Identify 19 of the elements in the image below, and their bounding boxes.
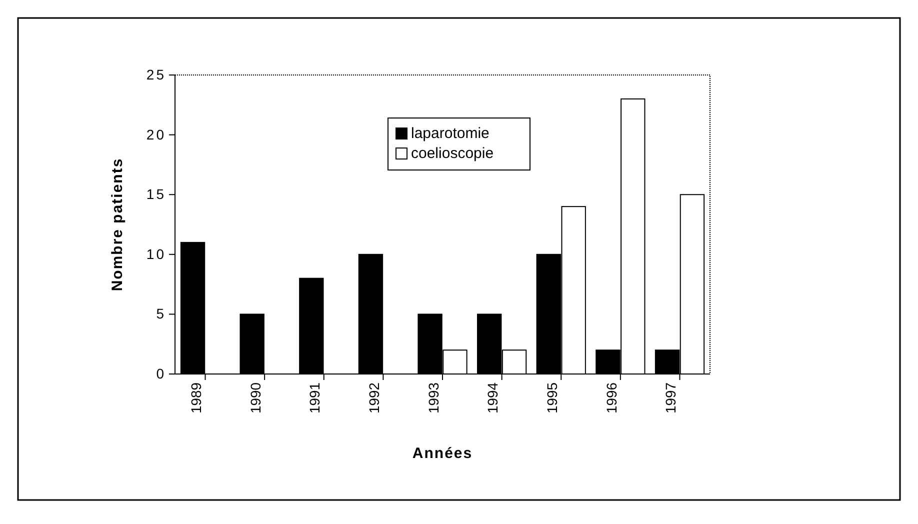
- x-tick-label: 1994: [484, 382, 501, 414]
- y-tick-label: 10: [146, 246, 166, 262]
- y-tick-label: 5: [156, 306, 166, 322]
- x-tick-label: 1996: [603, 382, 620, 414]
- y-tick-label: 25: [146, 66, 166, 82]
- legend-label: laparotomie: [411, 125, 490, 142]
- y-tick-label: 20: [146, 126, 166, 142]
- y-axis-title: Nombre patients: [109, 158, 126, 292]
- x-tick-label: 1995: [544, 382, 560, 414]
- legend-label: coelioscopie: [411, 145, 494, 162]
- x-tick-label: 1993: [425, 382, 442, 414]
- x-tick-label: 1992: [366, 382, 382, 414]
- y-tick-label: 15: [146, 186, 166, 202]
- y-tick-label: 0: [156, 365, 166, 382]
- x-tick-label: 1997: [662, 382, 679, 414]
- x-tick-label: 1991: [306, 382, 323, 414]
- x-axis-title: Années: [412, 445, 473, 462]
- x-tick-label: 1990: [247, 382, 264, 414]
- x-tick-label: 1989: [188, 382, 204, 414]
